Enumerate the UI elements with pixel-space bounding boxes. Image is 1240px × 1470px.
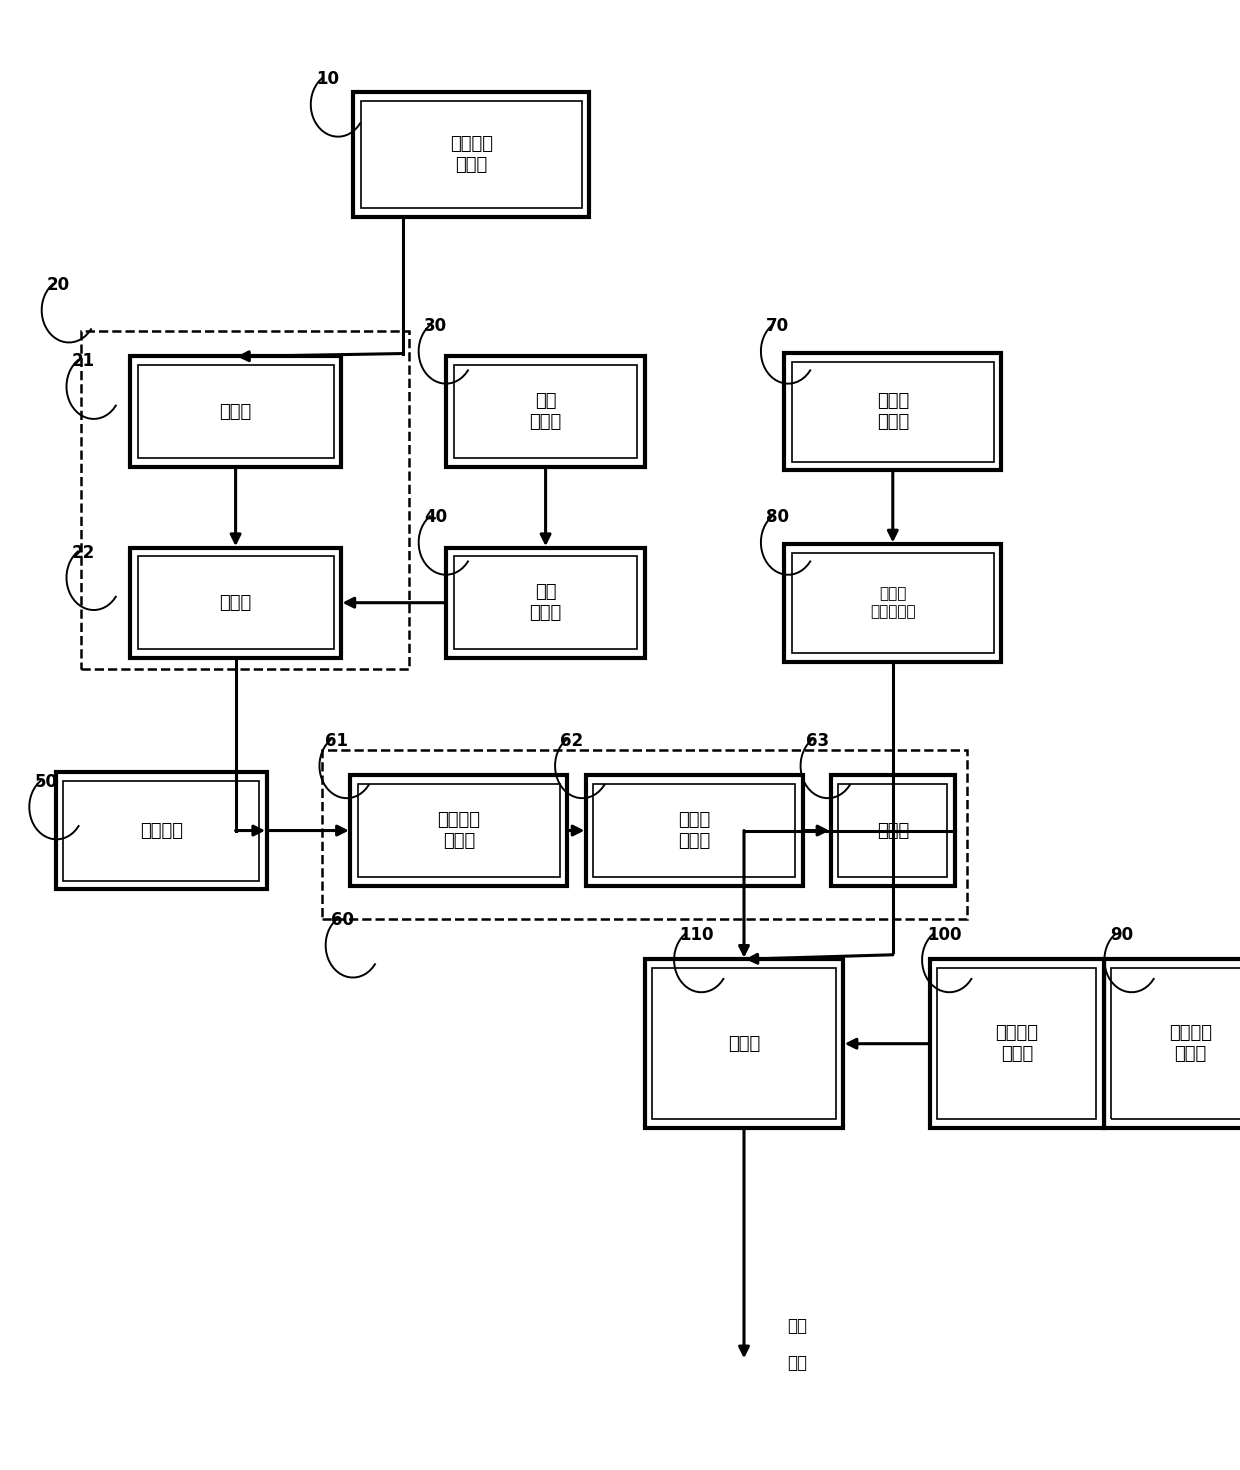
Text: 80: 80	[766, 509, 790, 526]
Bar	[937, 969, 1096, 1120]
Text: 40: 40	[424, 509, 448, 526]
Text: 图案长度
感测部: 图案长度 感测部	[438, 811, 480, 850]
Bar	[454, 365, 637, 459]
Bar	[791, 553, 993, 653]
Text: 粘带部: 粘带部	[219, 594, 252, 612]
Text: 缆绕部: 缆绕部	[728, 1035, 760, 1053]
Bar	[63, 781, 259, 881]
Bar	[350, 776, 567, 885]
Bar	[645, 960, 843, 1129]
Text: 63: 63	[806, 732, 830, 750]
Bar	[1104, 960, 1240, 1129]
Bar	[930, 960, 1104, 1129]
Bar	[784, 544, 1001, 662]
Text: 胶带
供给部: 胶带 供给部	[529, 392, 562, 431]
Bar	[138, 365, 334, 459]
Bar	[838, 785, 947, 876]
Text: 30: 30	[424, 318, 448, 335]
Text: 阴极图案
切割部: 阴极图案 切割部	[996, 1025, 1038, 1063]
Text: 61: 61	[325, 732, 348, 750]
Text: 21: 21	[72, 353, 95, 370]
Bar	[594, 785, 796, 876]
Text: 60: 60	[331, 911, 355, 929]
Text: 切割部: 切割部	[877, 822, 909, 839]
Bar	[130, 357, 341, 467]
Bar	[652, 969, 836, 1120]
Bar	[353, 93, 589, 218]
Text: 62: 62	[560, 732, 584, 750]
Text: 20: 20	[47, 276, 71, 294]
Text: 100: 100	[928, 926, 962, 944]
Bar	[791, 362, 993, 462]
Bar	[446, 357, 645, 467]
Bar	[1111, 969, 1240, 1120]
Text: 分离膜
供给部: 分离膜 供给部	[877, 392, 909, 431]
Bar	[357, 785, 559, 876]
Bar	[446, 548, 645, 659]
Text: 110: 110	[680, 926, 714, 944]
Bar	[784, 353, 1001, 470]
Bar	[454, 557, 637, 650]
Text: 推出: 推出	[787, 1317, 807, 1335]
Text: 阳极板板
供给部: 阳极板板 供给部	[450, 135, 492, 173]
Bar	[56, 772, 267, 889]
Text: 缓冲器部: 缓冲器部	[140, 822, 182, 839]
Bar	[138, 557, 334, 650]
Text: 胶带
切割部: 胶带 切割部	[529, 584, 562, 622]
Bar	[587, 776, 804, 885]
Text: 忍心: 忍心	[787, 1354, 807, 1372]
Bar	[130, 548, 341, 659]
Text: 90: 90	[1110, 926, 1133, 944]
Bar	[831, 776, 955, 885]
Text: 10: 10	[316, 71, 340, 88]
Bar	[361, 100, 582, 207]
Bar	[81, 331, 409, 669]
Bar	[322, 750, 967, 919]
Text: 分离膜
图案切割部: 分离膜 图案切割部	[870, 587, 915, 619]
Text: 阴极板板
供给部: 阴极板板 供给部	[1169, 1025, 1211, 1063]
Text: 70: 70	[766, 318, 790, 335]
Text: 50: 50	[35, 773, 58, 791]
Text: 22: 22	[72, 544, 95, 562]
Text: 切割部: 切割部	[219, 403, 252, 420]
Text: 胶带面
感测部: 胶带面 感测部	[678, 811, 711, 850]
